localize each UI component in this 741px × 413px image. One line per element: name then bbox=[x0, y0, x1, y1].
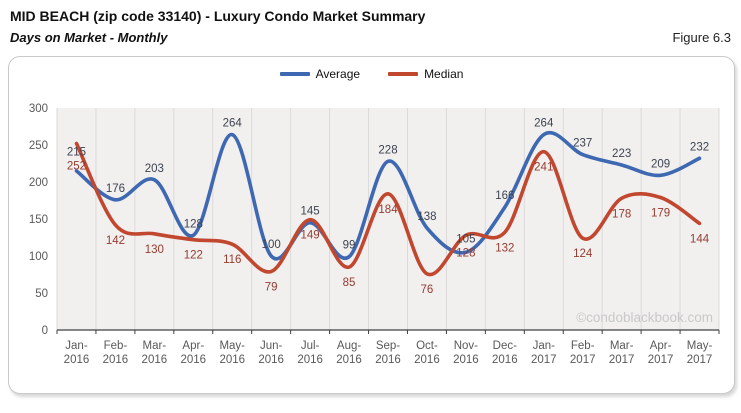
data-label-median: 130 bbox=[145, 244, 164, 256]
median-line-swatch bbox=[388, 72, 419, 76]
chart-card: 0 50 100 150 200 250 300 Jan-2016 Feb-2016 Mar-20… bbox=[8, 56, 735, 394]
x-tick-label: Oct-2016 bbox=[414, 340, 440, 366]
data-label-average: 237 bbox=[573, 138, 592, 150]
data-label-average: 166 bbox=[495, 190, 514, 202]
data-label-median: 179 bbox=[651, 208, 670, 220]
x-tick-label: Feb-2017 bbox=[570, 340, 596, 366]
watermark: ©condoblackbook.com bbox=[576, 310, 713, 325]
data-label-median: 178 bbox=[612, 208, 631, 220]
data-label-average: 264 bbox=[223, 118, 243, 130]
y-tick-label: 50 bbox=[35, 288, 48, 300]
data-label-average: 128 bbox=[184, 218, 203, 230]
data-label-median: 241 bbox=[534, 162, 553, 174]
plot-area bbox=[57, 108, 719, 330]
y-tick-label: 200 bbox=[29, 177, 48, 189]
data-label-median: 149 bbox=[301, 230, 320, 242]
data-label-average: 223 bbox=[612, 148, 631, 160]
x-tick-label: Jul-2016 bbox=[297, 340, 323, 366]
data-label-median: 122 bbox=[184, 250, 203, 262]
legend: Average Median bbox=[9, 65, 734, 83]
line-chart: 0 50 100 150 200 250 300 Jan-2016 Feb-2016 Mar-20… bbox=[29, 103, 720, 366]
x-tick-label: Feb-2016 bbox=[103, 340, 129, 366]
data-label-average: 100 bbox=[262, 239, 281, 251]
data-label-average: 203 bbox=[145, 163, 164, 175]
data-label-average: 232 bbox=[690, 141, 709, 153]
sub-header: Days on Market - Monthly Figure 6.3 bbox=[10, 30, 731, 45]
data-label-average: 99 bbox=[343, 240, 356, 252]
page-title: MID BEACH (zip code 33140) - Luxury Cond… bbox=[10, 8, 426, 24]
x-tick-label: Apr-2017 bbox=[648, 340, 674, 366]
data-label-median: 79 bbox=[265, 282, 278, 294]
x-tick-label: Jan-2017 bbox=[531, 340, 557, 366]
series-line-average bbox=[74, 130, 702, 261]
series-line-median bbox=[74, 141, 702, 277]
x-tick-label: Mar-2017 bbox=[609, 340, 635, 366]
data-label-median: 124 bbox=[573, 248, 593, 260]
data-label-average: 145 bbox=[301, 206, 320, 218]
x-tick-label: Jun-2016 bbox=[258, 340, 284, 366]
data-label-median: 132 bbox=[495, 242, 514, 254]
data-label-median: 142 bbox=[106, 235, 125, 247]
data-label-median: 76 bbox=[421, 284, 434, 296]
data-label-average: 264 bbox=[534, 118, 554, 130]
x-tick-label: Mar-2016 bbox=[142, 340, 168, 366]
data-label-average: 138 bbox=[417, 211, 436, 223]
y-tick-label: 0 bbox=[42, 325, 48, 337]
data-label-average: 215 bbox=[67, 147, 86, 159]
x-tick-label: Jan-2016 bbox=[64, 340, 90, 366]
x-tick-label: May-2017 bbox=[687, 340, 713, 366]
data-label-average: 176 bbox=[106, 183, 125, 195]
y-tick-label: 150 bbox=[29, 214, 48, 226]
y-tick-label: 100 bbox=[29, 251, 48, 263]
y-tick-label: 250 bbox=[29, 140, 48, 152]
x-tick-label: Aug-2016 bbox=[336, 340, 362, 366]
x-tick-label: Sep-2016 bbox=[375, 340, 401, 366]
average-line-swatch bbox=[279, 72, 310, 76]
x-tick-label: Apr-2016 bbox=[180, 340, 206, 366]
x-tick-label: May-2016 bbox=[219, 340, 245, 366]
legend-item-average[interactable]: Average bbox=[279, 67, 361, 81]
legend-item-median[interactable]: Median bbox=[388, 67, 463, 81]
data-label-median: 252 bbox=[67, 161, 86, 173]
data-label-median: 184 bbox=[378, 204, 398, 216]
data-label-average: 228 bbox=[378, 144, 397, 156]
data-label-average: 209 bbox=[651, 158, 670, 170]
data-label-average: 105 bbox=[456, 233, 475, 245]
legend-label-median: Median bbox=[424, 67, 464, 81]
data-label-median: 116 bbox=[223, 254, 241, 266]
x-tick-label: Nov-2016 bbox=[453, 340, 479, 366]
data-label-median: 144 bbox=[690, 233, 710, 245]
data-label-median: 85 bbox=[343, 277, 356, 289]
data-label-median: 128 bbox=[456, 247, 475, 259]
legend-label-average: Average bbox=[315, 67, 361, 81]
figure-label: Figure 6.3 bbox=[672, 30, 731, 45]
y-tick-label: 300 bbox=[29, 103, 48, 115]
chart-subtitle: Days on Market - Monthly bbox=[10, 30, 168, 45]
x-tick-label: Dec-2016 bbox=[492, 340, 518, 366]
